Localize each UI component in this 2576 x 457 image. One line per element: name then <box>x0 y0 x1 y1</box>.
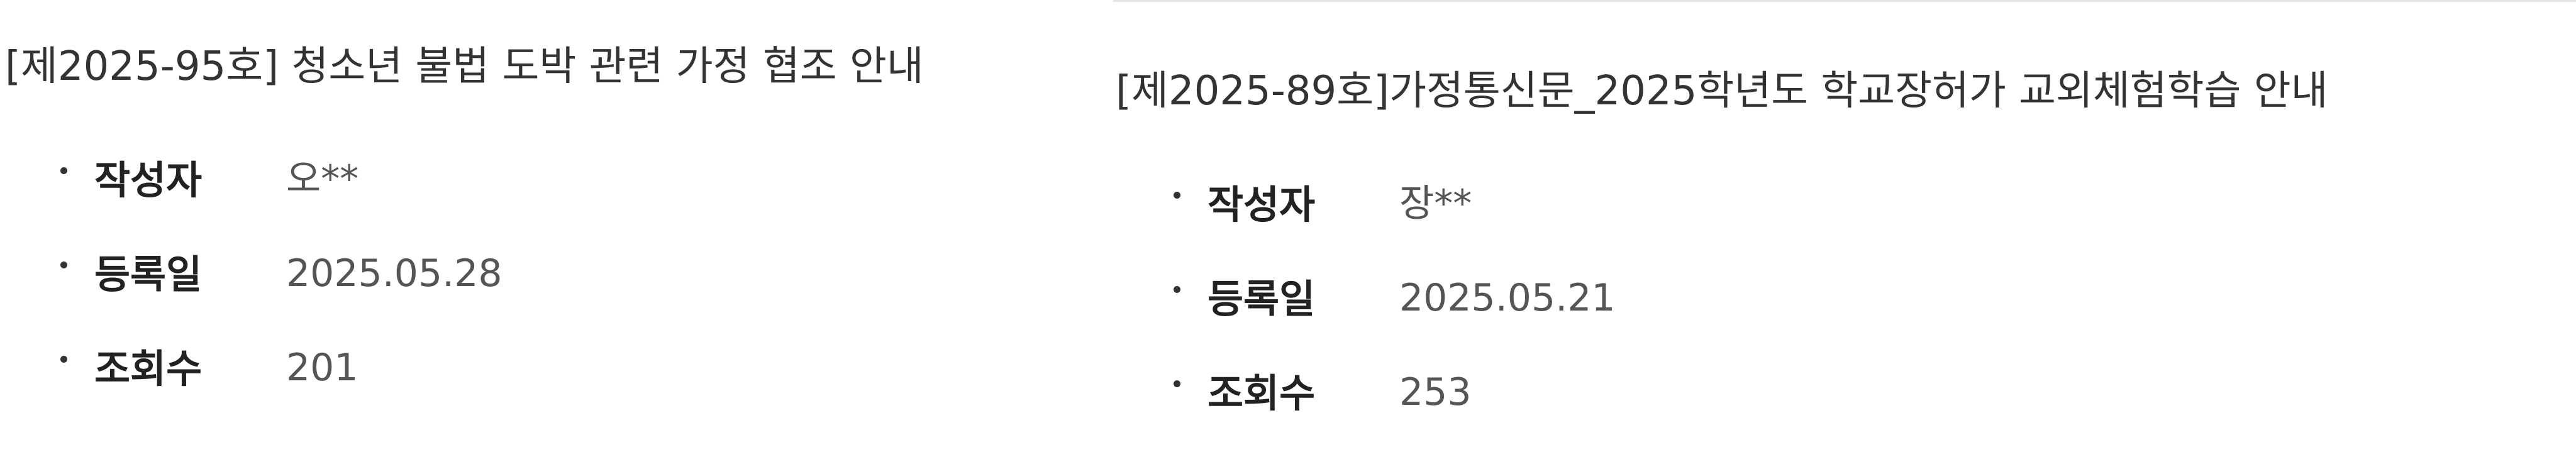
views-label: 조회수 <box>94 346 203 392</box>
notice-title-link[interactable]: [제2025-89호]가정통신문_2025학년도 학교장허가 교외체험학습 안내 <box>1116 68 2328 114</box>
meta-row-author: 작성자 장** <box>1171 180 1616 275</box>
bullet-icon <box>1171 275 1185 325</box>
views-value: 253 <box>1399 370 1472 414</box>
date-label: 등록일 <box>1208 276 1316 322</box>
notice-meta-list: 작성자 장** 등록일 2025.05.21 조회수 253 <box>1171 180 1616 457</box>
notice-card[interactable]: [제2025-95호] 청소년 불법 도박 관련 가정 협조 안내 작성자 오*… <box>0 0 1113 457</box>
date-label: 등록일 <box>94 251 203 297</box>
bullet-icon <box>1171 369 1185 419</box>
bullet-icon <box>58 250 72 300</box>
notice-title-link[interactable]: [제2025-95호] 청소년 불법 도박 관련 가정 협조 안내 <box>5 43 924 90</box>
author-label: 작성자 <box>94 157 203 203</box>
bullet-icon <box>1171 180 1185 231</box>
meta-row-views: 조회수 201 <box>58 344 502 439</box>
notice-meta-list: 작성자 오** 등록일 2025.05.28 조회수 201 <box>58 156 502 439</box>
bullet-icon <box>58 344 72 395</box>
author-value: 오** <box>286 157 359 201</box>
meta-row-date: 등록일 2025.05.21 <box>1171 275 1616 369</box>
bullet-icon <box>58 156 72 206</box>
date-value: 2025.05.21 <box>1399 276 1616 320</box>
meta-row-author: 작성자 오** <box>58 156 502 250</box>
notice-card[interactable]: [제2025-89호]가정통신문_2025학년도 학교장허가 교외체험학습 안내… <box>1113 0 2576 457</box>
author-label: 작성자 <box>1208 182 1316 228</box>
views-label: 조회수 <box>1208 370 1316 416</box>
views-value: 201 <box>286 346 358 390</box>
meta-row-date: 등록일 2025.05.28 <box>58 250 502 344</box>
author-value: 장** <box>1399 182 1472 226</box>
meta-row-views: 조회수 253 <box>1171 369 1616 457</box>
date-value: 2025.05.28 <box>286 251 502 295</box>
